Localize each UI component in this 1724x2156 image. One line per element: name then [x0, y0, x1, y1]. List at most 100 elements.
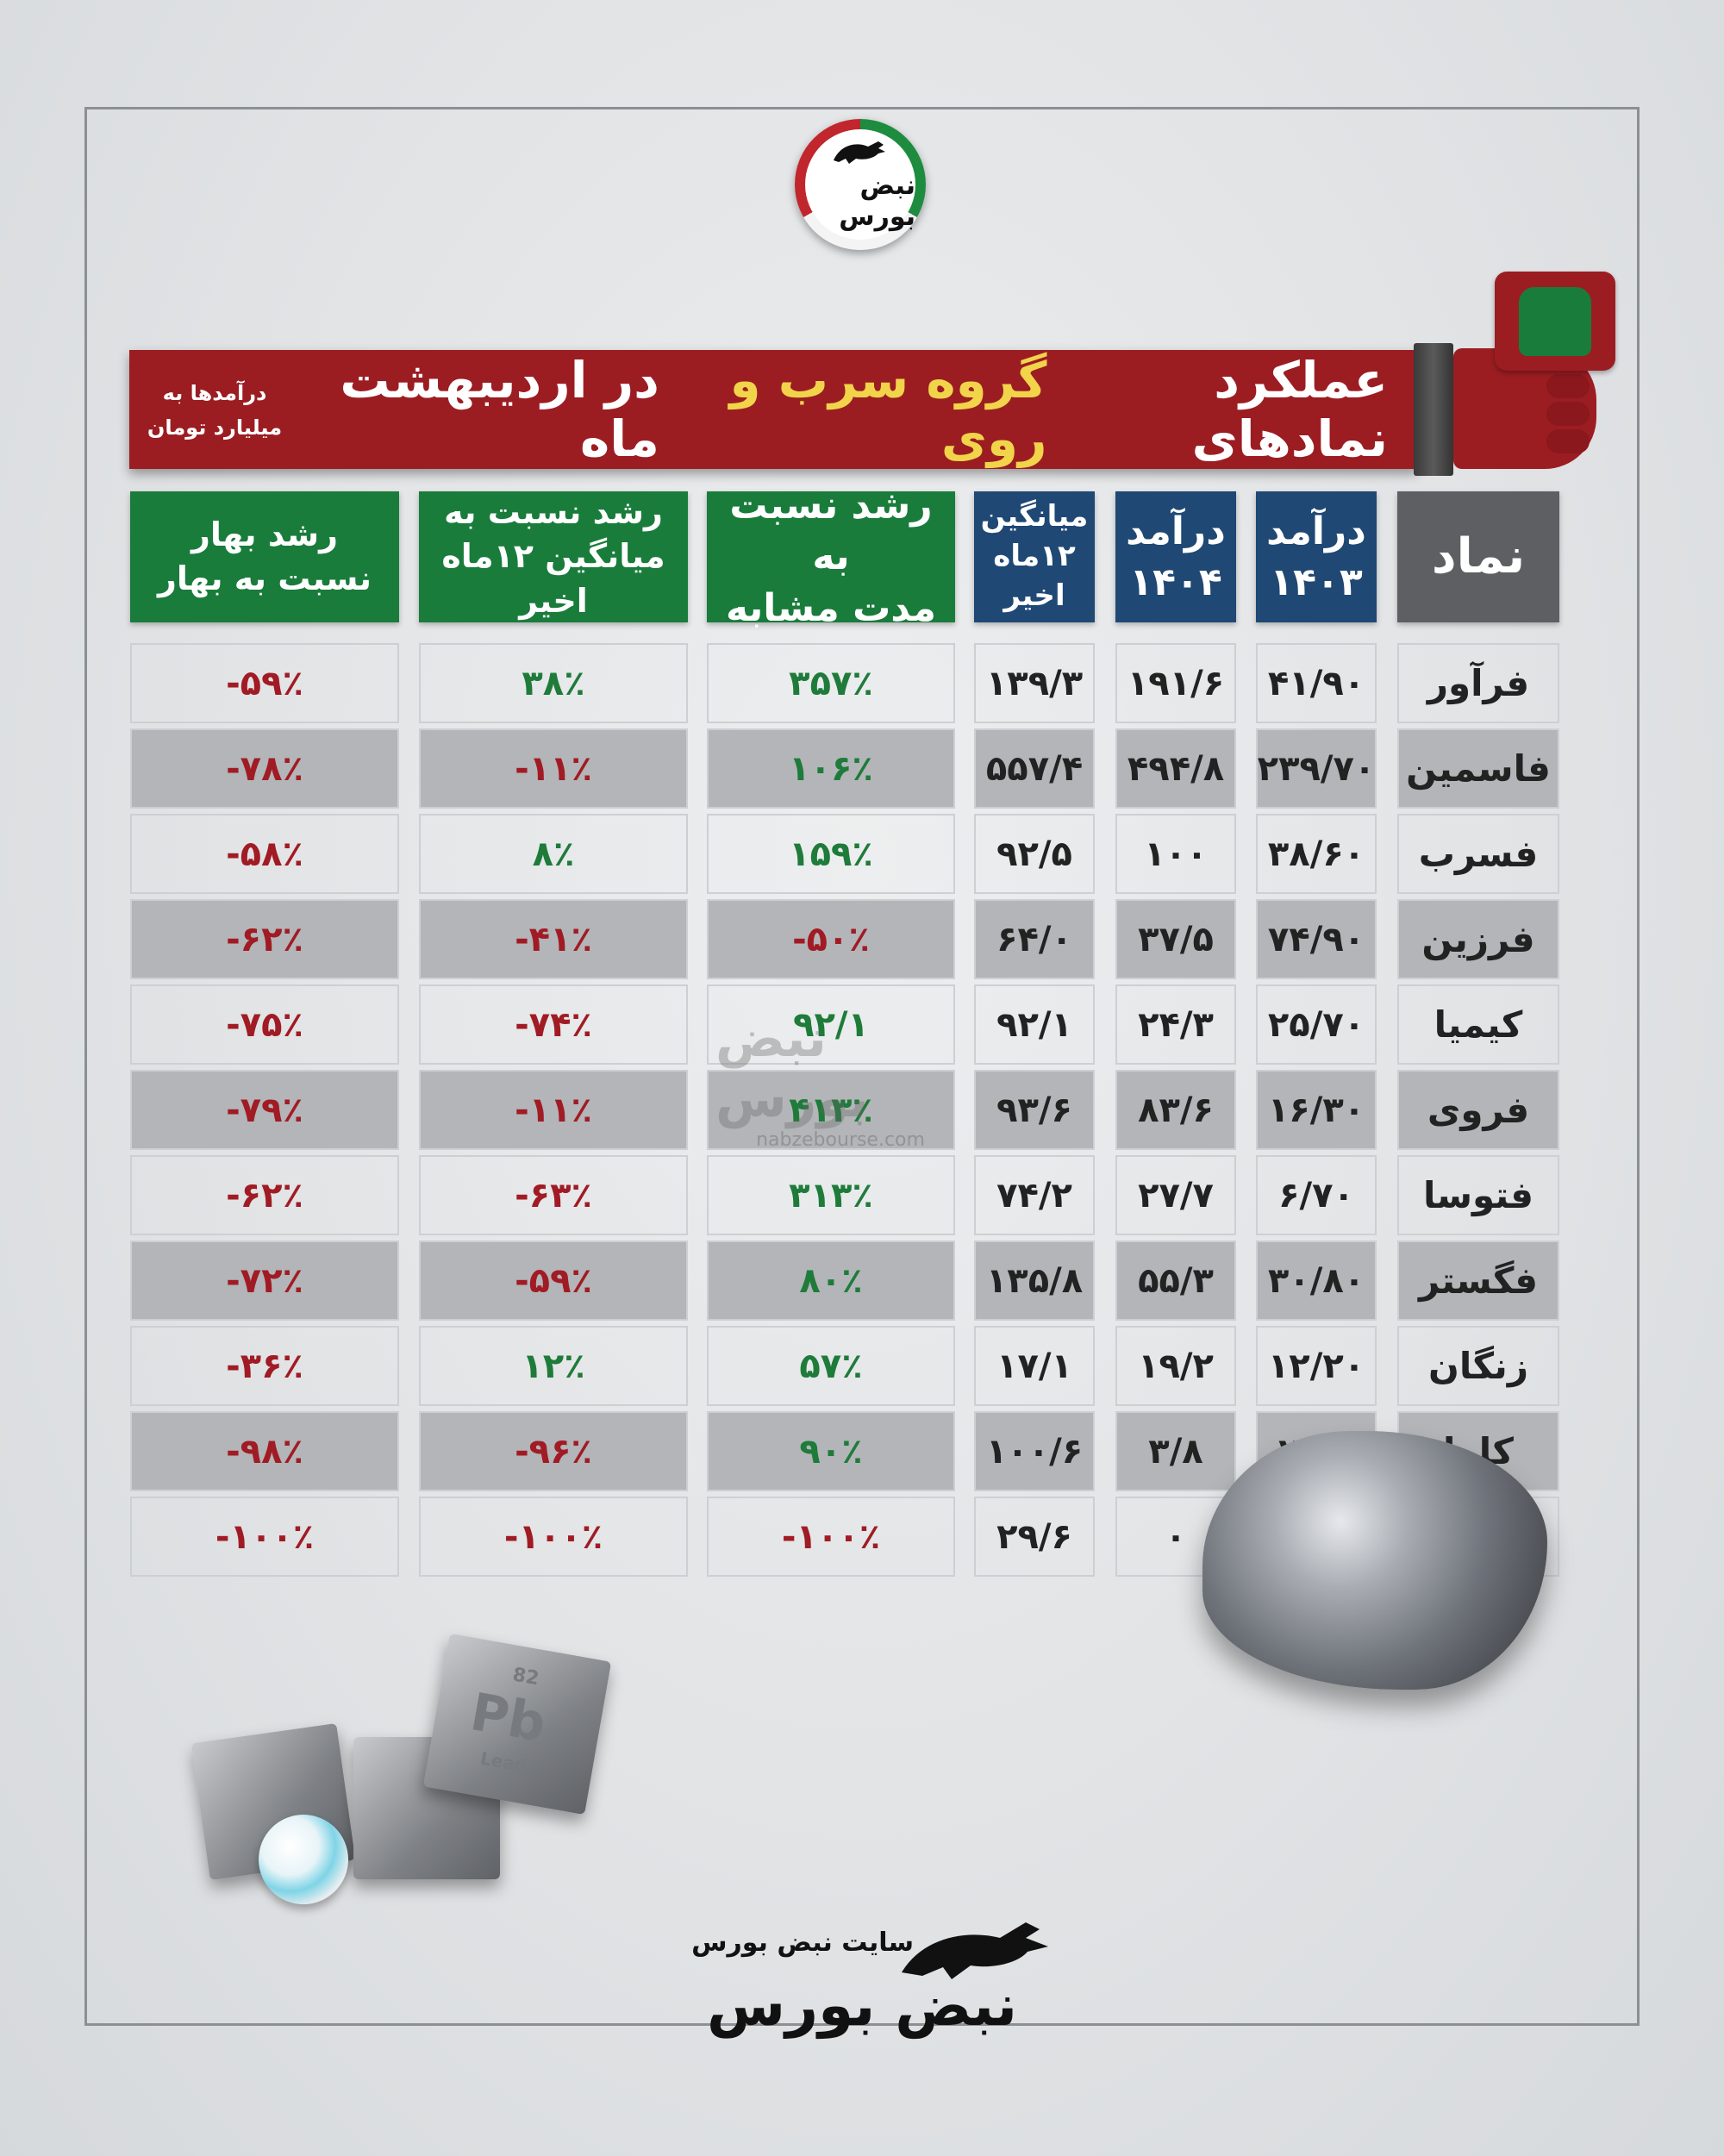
column-header-3: میانگین ۱۲ماه اخیر — [974, 491, 1095, 622]
table-cell-rev1404: ۱۰۰ — [1115, 814, 1236, 894]
revenue-value: ۱۶/۳۰ — [1267, 1090, 1365, 1130]
table-cell-rev1404: ۱۹۱/۶ — [1115, 643, 1236, 723]
revenue-value: ۴۹۴/۸ — [1127, 748, 1225, 789]
page-title: عملکرد نمادهای گروه سرب و روی در اردیبهش… — [293, 351, 1388, 468]
table-cell-rev1404: ۲۷/۷ — [1115, 1155, 1236, 1235]
table-cell-symbol: کیمیا — [1397, 984, 1559, 1065]
revenue-value: ۲۹/۶ — [996, 1516, 1072, 1557]
symbol-name: فرزین — [1421, 918, 1535, 960]
growth-value: -۵۹٪ — [515, 1260, 592, 1301]
revenue-value: ۱۷/۱ — [996, 1346, 1072, 1386]
growth-value: -۳۶٪ — [226, 1346, 303, 1386]
revenue-value: ۶۴/۰ — [996, 919, 1072, 959]
column-header-line: میانگین — [980, 499, 1089, 534]
growth-value: -۵۹٪ — [226, 663, 303, 703]
growth-value: -۱۰۰٪ — [503, 1516, 603, 1557]
table-cell-g_avg: ۱۲٪ — [419, 1326, 688, 1406]
growth-value: ۸۰٪ — [799, 1260, 863, 1301]
table-cell-rev1404: ۳/۸ — [1115, 1411, 1236, 1491]
growth-value: ۴۱۳٪ — [789, 1090, 873, 1130]
revenue-value: ۰ — [1165, 1516, 1187, 1557]
watermark: نبض بورس nabzebourse.com — [715, 1009, 965, 1151]
revenue-value: ۷۴/۹۰ — [1267, 919, 1365, 959]
table-cell-g_avg: -۴۱٪ — [419, 899, 688, 979]
table-cell-rev1403: ۱۶/۳۰ — [1256, 1070, 1377, 1150]
plaque-icon — [1495, 272, 1615, 371]
lead-cube-3: 82 Pb Lead — [422, 1633, 612, 1815]
column-header-line: درآمد — [1126, 509, 1226, 553]
brand-logo-inner: نبض بورس — [805, 129, 915, 240]
table-cell-rev1403: ۷۴/۹۰ — [1256, 899, 1377, 979]
table-cell-g_same: ۹۲/۱ — [707, 984, 955, 1065]
column-header-line: درآمد — [1266, 509, 1366, 553]
revenue-value: ۱۰۰/۶ — [985, 1431, 1084, 1472]
table-cell-rev1403: ۱۲/۲۰ — [1256, 1326, 1377, 1406]
table-cell-g_spring: -۷۲٪ — [130, 1240, 399, 1321]
revenue-value: ۳۸/۶۰ — [1267, 834, 1365, 874]
brand-logo[interactable]: نبض بورس — [795, 119, 926, 250]
revenue-value: ۵۵۷/۴ — [985, 748, 1084, 789]
table-cell-symbol: فرزین — [1397, 899, 1559, 979]
table-cell-g_avg: -۱۱٪ — [419, 1070, 688, 1150]
table-cell-rev1404: ۲۴/۳ — [1115, 984, 1236, 1065]
revenue-value: ۳۰/۸۰ — [1267, 1260, 1365, 1301]
table-cell-g_spring: -۷۵٪ — [130, 984, 399, 1065]
table-cell-symbol: فسرب — [1397, 814, 1559, 894]
revenue-value: ۱۹/۲ — [1138, 1346, 1214, 1386]
column-header-line: ۱۲ماه اخیر — [993, 539, 1076, 613]
column-header-line: نماد — [1431, 528, 1526, 585]
table-cell-rev1404: ۵۵/۳ — [1115, 1240, 1236, 1321]
table-cell-avg12: ۱۰۰/۶ — [974, 1411, 1095, 1491]
symbol-name: فتوسا — [1422, 1174, 1534, 1216]
growth-value: ۳۱۳٪ — [789, 1175, 873, 1215]
growth-value: -۶۲٪ — [226, 919, 303, 959]
symbol-name: کیمیا — [1434, 1003, 1523, 1046]
growth-value: ۱۲٪ — [522, 1346, 585, 1386]
table-cell-g_spring: -۵۸٪ — [130, 814, 399, 894]
revenue-value: ۵۵/۳ — [1138, 1260, 1214, 1301]
growth-value: -۷۲٪ — [226, 1260, 303, 1301]
revenue-value: ۹۲/۵ — [996, 834, 1072, 874]
column-header-4: رشد نسبت به مدت مشابه — [707, 484, 955, 630]
growth-value: -۵۸٪ — [226, 834, 303, 874]
table-cell-g_avg: ۸٪ — [419, 814, 688, 894]
table-cell-rev1404: ۸۳/۶ — [1115, 1070, 1236, 1150]
table-cell-symbol: فاسمین — [1397, 728, 1559, 809]
growth-value: ۹۰٪ — [799, 1431, 863, 1472]
table-cell-avg12: ۷۴/۲ — [974, 1155, 1095, 1235]
column-header-0: نماد — [1397, 491, 1559, 622]
growth-value: ۳۵۷٪ — [789, 663, 873, 703]
column-header-line: مدت مشابه — [726, 585, 936, 630]
table-cell-g_same: ۴۱۳٪ — [707, 1070, 955, 1150]
growth-value: -۷۵٪ — [226, 1004, 303, 1045]
growth-value: -۶۲٪ — [226, 1175, 303, 1215]
table-cell-g_spring: -۷۹٪ — [130, 1070, 399, 1150]
symbol-name: فرآور — [1427, 662, 1530, 704]
table-cell-g_same: ۵۷٪ — [707, 1326, 955, 1406]
symbol-name: فاسمین — [1406, 747, 1551, 790]
title-banner — [129, 350, 1418, 469]
table-cell-avg12: ۵۵۷/۴ — [974, 728, 1095, 809]
table-cell-g_same: ۹۰٪ — [707, 1411, 955, 1491]
bottom-brand-text: نبض بورس — [707, 1972, 1017, 2039]
site-label: سایت نبض بورس — [691, 1928, 914, 1958]
growth-value: -۷۴٪ — [515, 1004, 592, 1045]
revenue-value: ۱۳۵/۸ — [985, 1260, 1084, 1301]
table-cell-symbol: فرآور — [1397, 643, 1559, 723]
table-cell-g_spring: -۶۲٪ — [130, 1155, 399, 1235]
title-prefix: عملکرد نمادهای — [1191, 351, 1388, 468]
growth-value: -۱۰۰٪ — [781, 1516, 881, 1557]
column-header-5: رشد نسبت به میانگین ۱۲ماه اخیر — [419, 491, 688, 622]
table-cell-g_same: ۱۵۹٪ — [707, 814, 955, 894]
bull-icon-bottom — [896, 1912, 1069, 1981]
table-cell-avg12: ۲۹/۶ — [974, 1497, 1095, 1577]
column-header-6: رشد بهار نسبت به بهار — [130, 491, 399, 622]
unit-note: درآمدها به میلیارد تومان — [141, 367, 288, 453]
growth-value: ۳۸٪ — [522, 663, 585, 703]
content-frame — [84, 107, 1640, 2026]
revenue-value: ۲۷/۷ — [1138, 1175, 1214, 1215]
table-cell-symbol: فروی — [1397, 1070, 1559, 1150]
brand-logo-text: نبض بورس — [839, 171, 915, 232]
growth-value: -۵۰٪ — [792, 919, 870, 959]
growth-value: -۹۸٪ — [226, 1431, 303, 1472]
